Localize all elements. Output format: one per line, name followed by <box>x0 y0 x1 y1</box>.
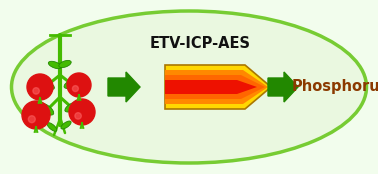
Ellipse shape <box>65 102 79 112</box>
Polygon shape <box>165 75 265 99</box>
Ellipse shape <box>47 123 57 131</box>
Ellipse shape <box>59 60 71 68</box>
Text: ETV-ICP-AES: ETV-ICP-AES <box>150 37 251 52</box>
FancyArrow shape <box>268 72 298 102</box>
Circle shape <box>33 88 39 94</box>
Polygon shape <box>165 80 257 94</box>
Polygon shape <box>165 65 271 109</box>
Circle shape <box>73 86 78 92</box>
Circle shape <box>69 99 95 125</box>
Ellipse shape <box>48 61 62 69</box>
FancyArrow shape <box>108 72 140 102</box>
Circle shape <box>67 73 91 97</box>
Circle shape <box>28 116 35 123</box>
Circle shape <box>27 74 53 100</box>
Circle shape <box>22 101 50 129</box>
Text: Phosphorus: Phosphorus <box>291 80 378 94</box>
Ellipse shape <box>61 121 71 129</box>
Ellipse shape <box>64 80 78 89</box>
Ellipse shape <box>38 103 54 115</box>
Circle shape <box>75 113 81 119</box>
Ellipse shape <box>40 80 54 90</box>
Ellipse shape <box>11 11 367 163</box>
Polygon shape <box>165 70 268 104</box>
